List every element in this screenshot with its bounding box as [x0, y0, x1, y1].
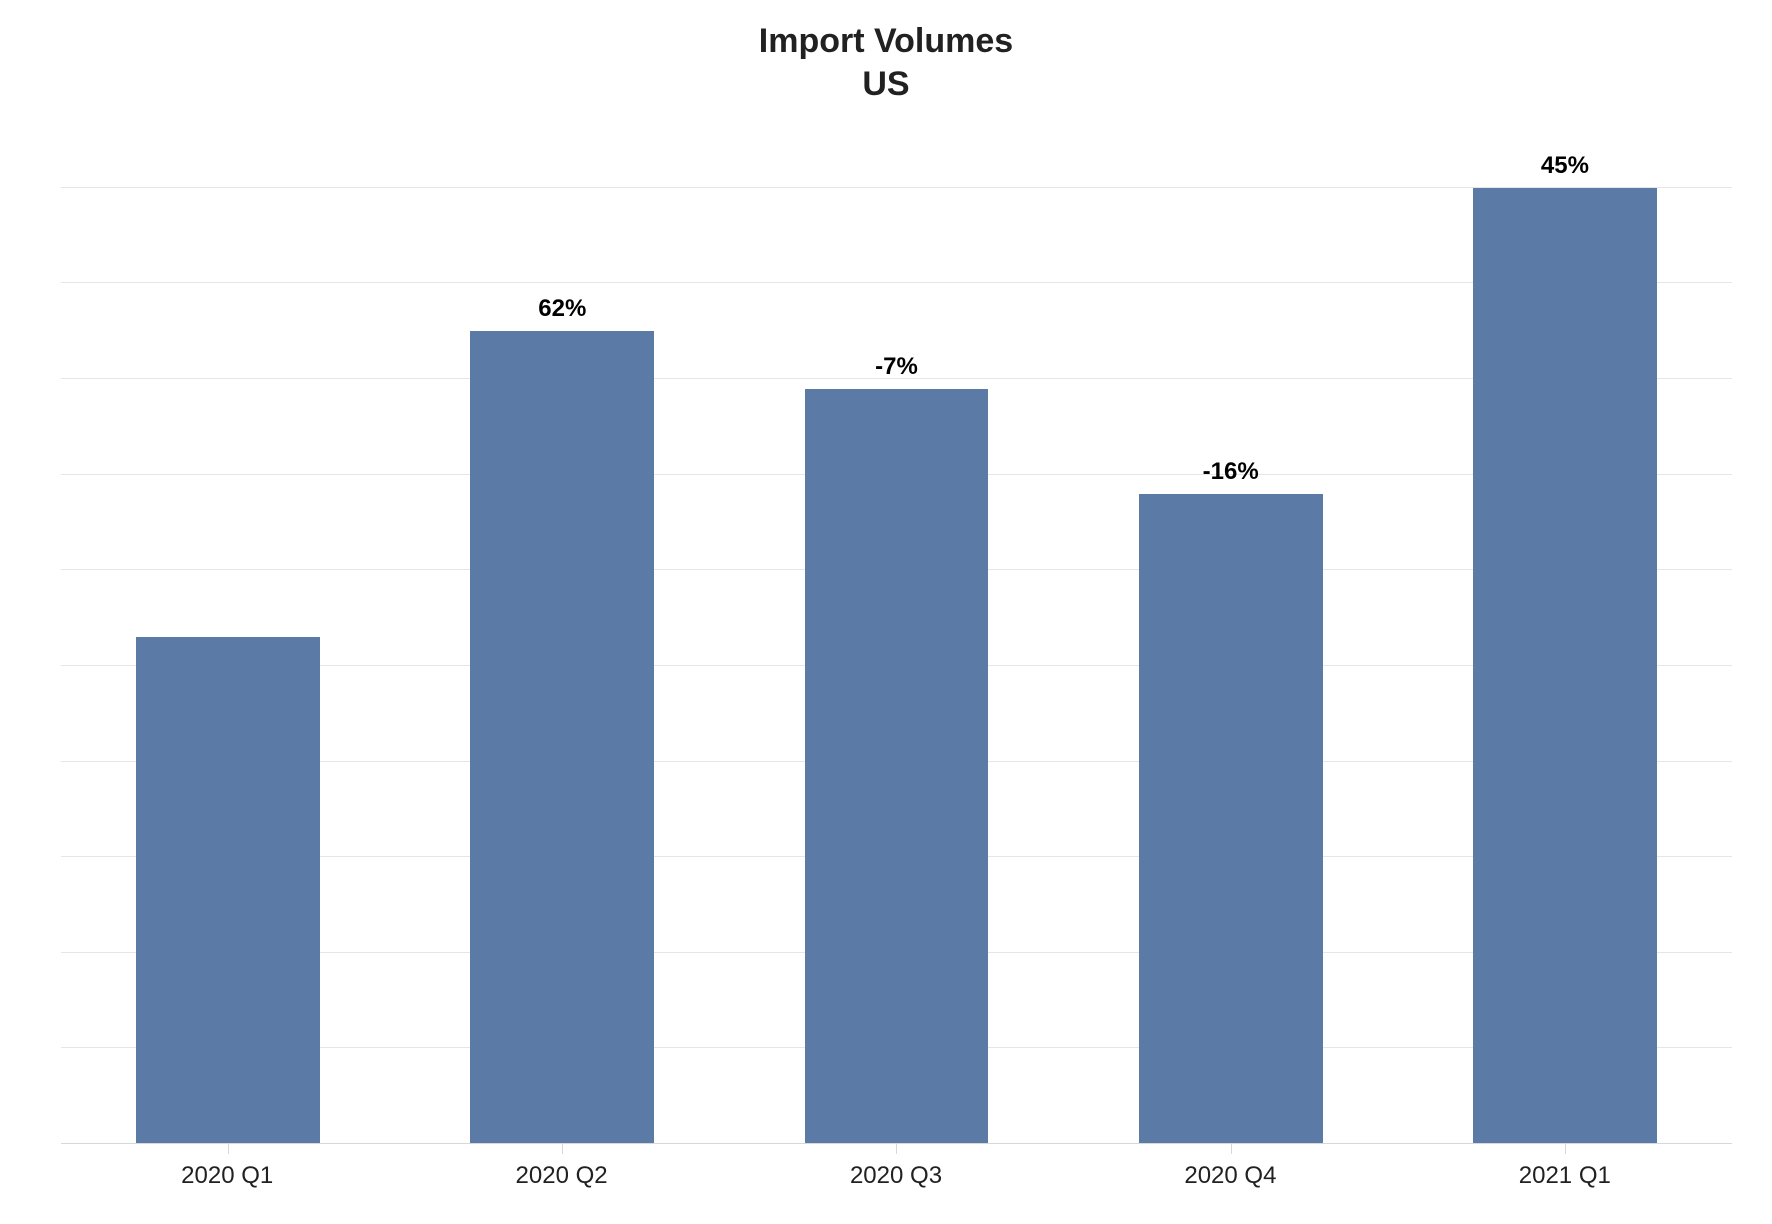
bar-slot: 62%: [395, 140, 729, 1144]
bar-slot: -16%: [1064, 140, 1398, 1144]
x-axis-label: 2021 Q1: [1519, 1162, 1611, 1190]
chart-title-line-2: US: [0, 63, 1772, 106]
bar: [1139, 494, 1323, 1144]
x-axis-label: 2020 Q2: [516, 1162, 608, 1190]
bar: [136, 637, 320, 1144]
chart-title-line-1: Import Volumes: [0, 20, 1772, 63]
x-axis-label: 2020 Q3: [850, 1162, 942, 1190]
chart-title-block: Import Volumes US: [0, 0, 1772, 105]
bar-slot: [61, 140, 395, 1144]
plot-area: 62% -7% -16% 45%: [60, 140, 1732, 1144]
bar-slot: 45%: [1398, 140, 1732, 1144]
bar-value-label: 45%: [1541, 152, 1589, 180]
bars-layer: 62% -7% -16% 45%: [61, 140, 1732, 1144]
x-axis-label: 2020 Q4: [1184, 1162, 1276, 1190]
chart-container: Import Volumes US 62%-7%-16%45% 2020 Q12…: [0, 0, 1772, 1224]
bar-value-label: -7%: [875, 353, 918, 381]
bar-slot: -7%: [729, 140, 1063, 1144]
bar-value-label: -16%: [1203, 458, 1259, 486]
x-axis-label: 2020 Q1: [181, 1162, 273, 1190]
bar-value-label: 62%: [538, 295, 586, 323]
bar: [805, 389, 989, 1144]
bar: [470, 331, 654, 1144]
bar: [1473, 188, 1657, 1144]
x-axis-labels: 2020 Q1 2020 Q2 2020 Q3 2020 Q4 2021 Q1: [60, 1144, 1732, 1224]
